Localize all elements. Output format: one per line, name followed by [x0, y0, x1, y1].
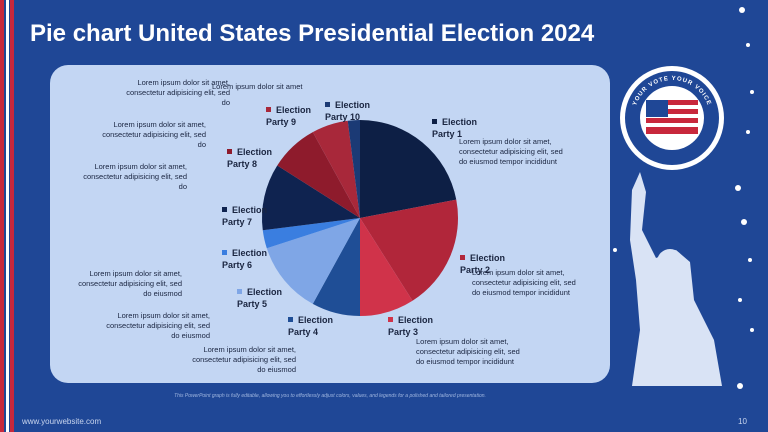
slice-label: Election Party 2 — [460, 252, 522, 276]
stripe — [0, 0, 4, 432]
annotation: Lorem ipsum dolor sit amet, consectetur … — [459, 137, 563, 166]
label-text: Election Party 3 — [388, 315, 434, 337]
slice-label: Election Party 5 — [237, 286, 299, 310]
annotation: Lorem ipsum dolor sit amet, consectetur … — [106, 311, 210, 340]
badge-text: YOUR VOTE YOUR VOICE — [632, 76, 712, 107]
legend-marker — [460, 255, 465, 260]
annotation: Lorem ipsum dolor sit amet, consectetur … — [472, 268, 576, 297]
legend-marker — [237, 289, 242, 294]
annotation: Lorem ipsum dolor sit amet, consectetur … — [83, 162, 187, 191]
slice-label: Election Party 1 — [432, 116, 494, 140]
label-text: Election Party 1 — [432, 117, 478, 139]
slice-label: Election Party 7 — [222, 204, 284, 228]
legend-marker — [222, 250, 227, 255]
legend-marker — [388, 317, 393, 322]
legend-marker — [288, 317, 293, 322]
stars — [613, 7, 754, 389]
pie-slice — [277, 132, 360, 218]
website: www.yourwebsite.com — [22, 417, 102, 426]
legend-marker — [222, 207, 227, 212]
pie-slice — [312, 120, 360, 218]
pie-slice — [360, 218, 413, 316]
legend-marker — [266, 107, 271, 112]
badge — [620, 66, 724, 170]
stripe — [6, 0, 9, 432]
slice-label: Election Party 3 — [388, 314, 450, 338]
pie-slice — [312, 218, 360, 316]
label-text: Election Party 8 — [227, 147, 273, 169]
pie-slice — [266, 218, 360, 304]
annotation: Lorem ipsum dolor sit amet, consectetur … — [192, 345, 296, 374]
label-text: Election Party 10 — [325, 100, 371, 122]
slice-label: Election Party 8 — [227, 146, 289, 170]
label-text: Election Party 7 — [222, 205, 268, 227]
slice-label: Election Party 4 — [288, 314, 350, 338]
slice-label: Election Party 9 — [266, 104, 328, 128]
pie-slice — [262, 218, 360, 249]
pie-slice — [360, 199, 459, 301]
legend-marker — [432, 119, 437, 124]
legend-marker — [227, 149, 232, 154]
label-text: Election Party 2 — [460, 253, 506, 275]
annotation: Lorem ipsum dolor sit amet, consectetur … — [126, 78, 230, 107]
annotation: Lorem ipsum dolor sit amet, consectetur … — [102, 120, 206, 149]
annotation: Lorem ipsum dolor sit amet, consectetur … — [416, 337, 520, 366]
pie-slice — [262, 165, 360, 231]
stripe — [10, 0, 14, 432]
page-number: 10 — [738, 417, 747, 426]
annotation: Lorem ipsum dolor sit amet, consectetur … — [78, 269, 182, 298]
label-text: Election Party 6 — [222, 248, 268, 270]
legend-marker — [325, 102, 330, 107]
pie-slice — [347, 120, 360, 218]
label-text: Election Party 5 — [237, 287, 283, 309]
slice-label: Election Party 10 — [325, 99, 387, 123]
pie-slice — [360, 120, 457, 218]
footnote: This PowerPoint graph is fully editable,… — [174, 393, 486, 399]
chart-title: Pie chart United States Presidential Ele… — [30, 20, 595, 47]
label-text: Election Party 9 — [266, 105, 312, 127]
statue — [630, 172, 722, 386]
label-text: Election Party 4 — [288, 315, 334, 337]
statue — [657, 249, 683, 275]
slice-label: Election Party 6 — [222, 247, 284, 271]
annotation: Lorem ipsum dolor sit amet — [212, 82, 303, 91]
